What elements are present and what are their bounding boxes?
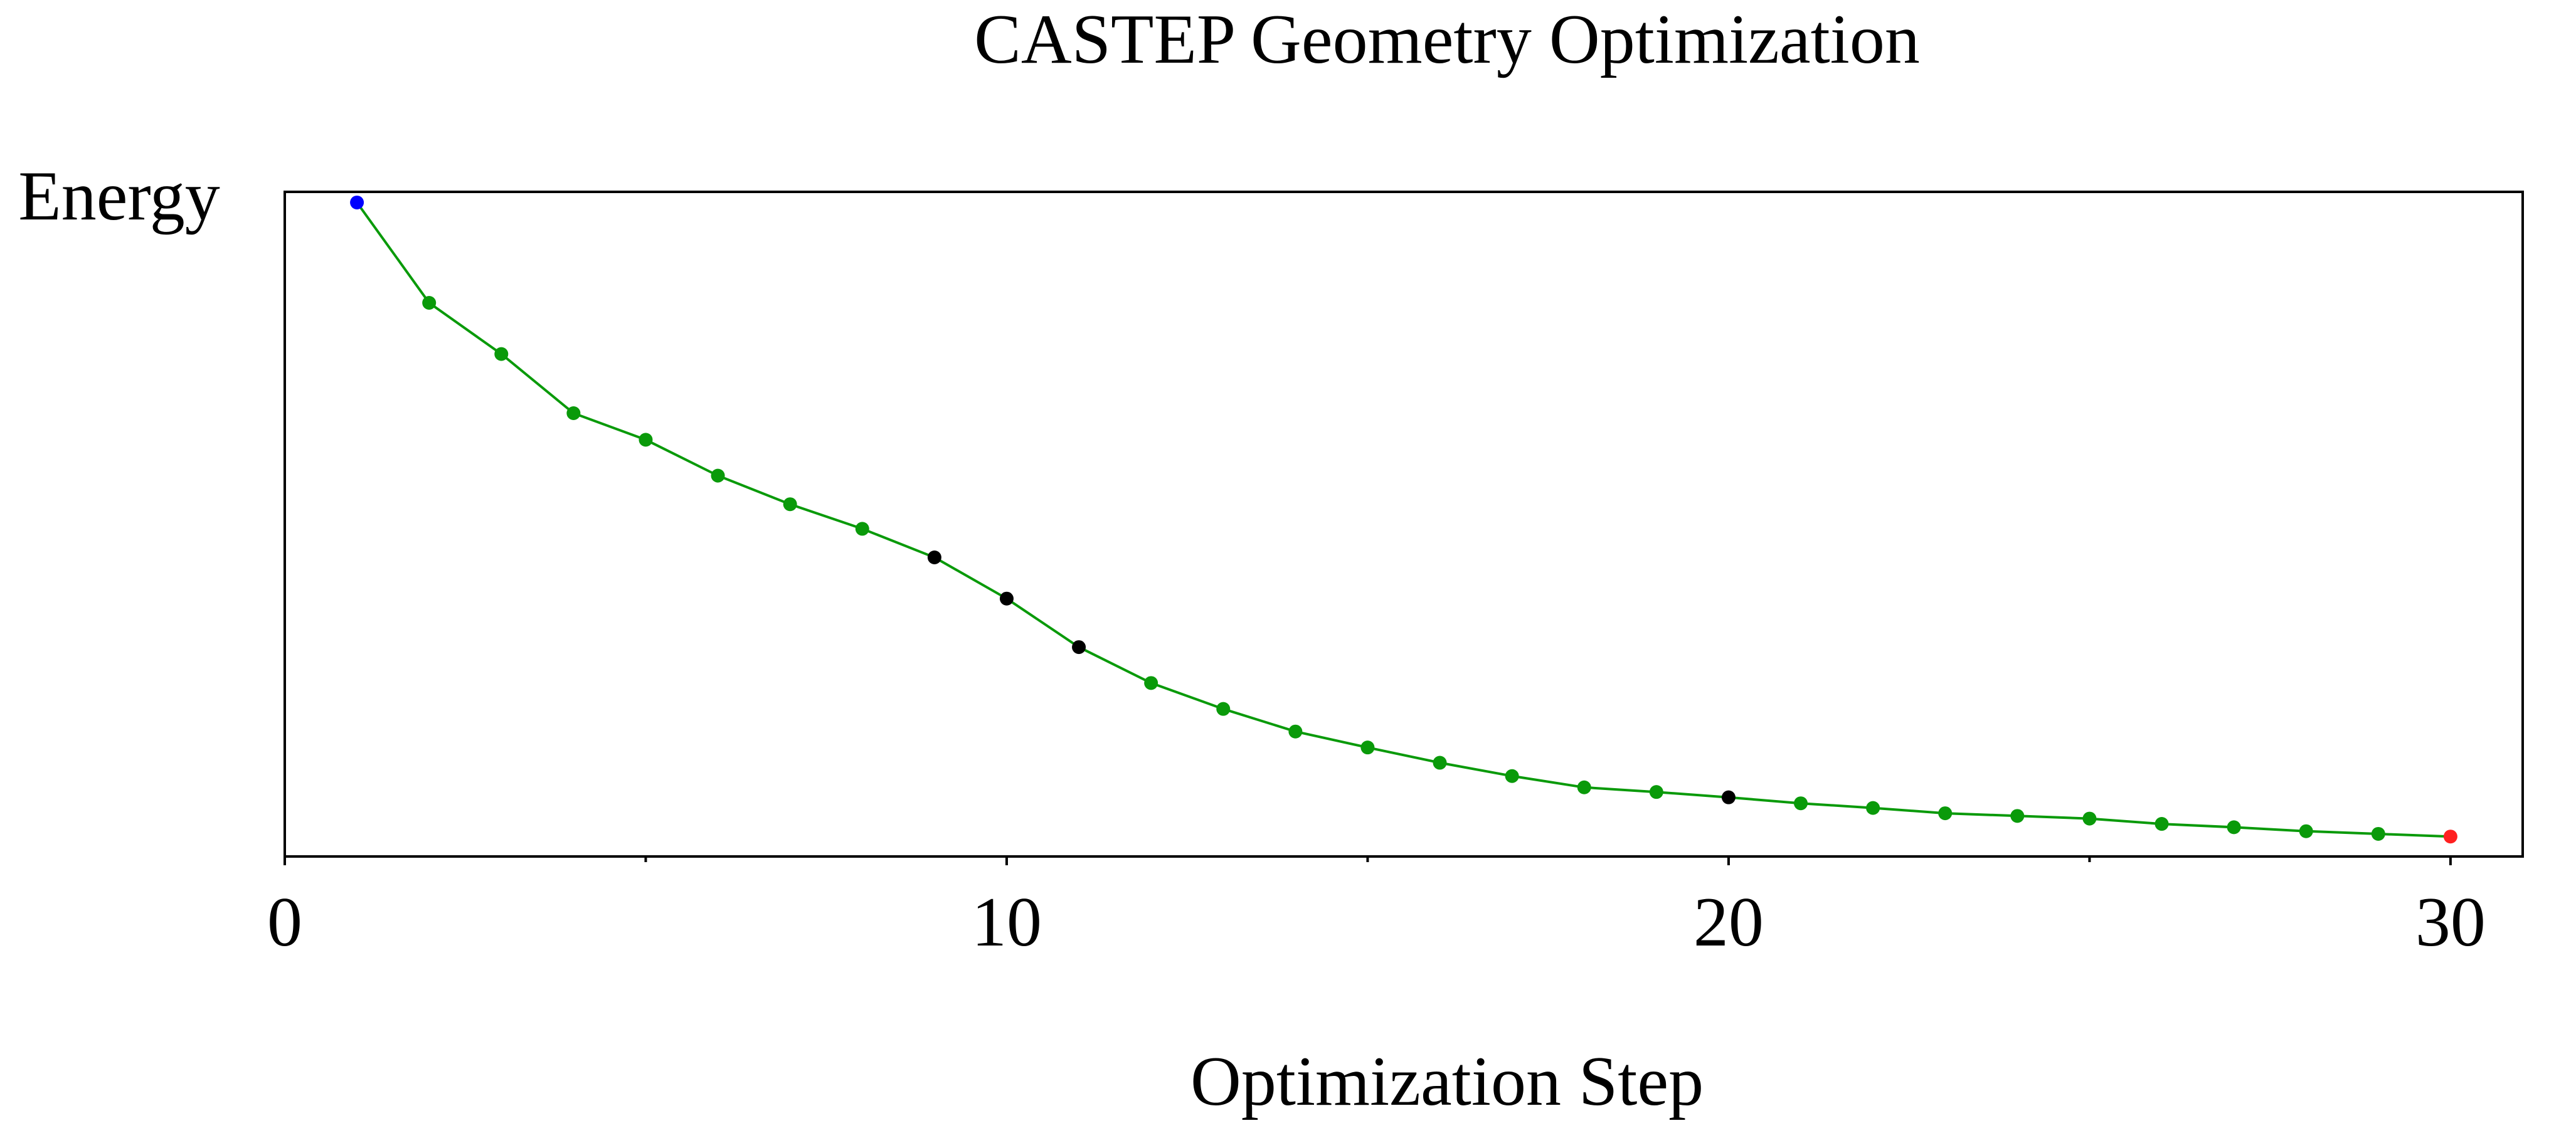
energy-data-points (350, 195, 2457, 844)
data-point (2227, 820, 2241, 835)
x-axis-label: Optimization Step (1190, 1043, 1704, 1120)
x-tick-label: 30 (2415, 883, 2486, 961)
data-point (1866, 801, 1880, 815)
data-point (2299, 824, 2313, 838)
data-point (1794, 796, 1808, 811)
x-tick-label: 10 (972, 883, 1042, 961)
data-point (2155, 817, 2169, 831)
data-point (1649, 785, 1663, 799)
data-point (1505, 769, 1519, 783)
data-point (1721, 790, 1736, 804)
x-axis-tick-labels: 0 10 20 30 (267, 883, 2486, 961)
data-point (1577, 780, 1591, 794)
data-point (999, 591, 1014, 606)
data-point (783, 497, 797, 512)
data-point (1360, 740, 1375, 755)
data-point (1144, 676, 1158, 690)
data-point (2371, 826, 2385, 841)
data-point (1938, 806, 1953, 821)
chart-title: CASTEP Geometry Optimization (974, 1, 1920, 78)
data-point (566, 406, 581, 420)
data-point (1072, 640, 1086, 655)
data-point (927, 551, 941, 564)
data-point (2082, 811, 2097, 826)
x-tick-label: 0 (267, 883, 302, 961)
x-axis-ticks (284, 856, 2452, 865)
y-axis-label: Energy (18, 157, 220, 235)
data-point (2010, 809, 2025, 823)
data-point (711, 468, 725, 483)
data-point (422, 296, 437, 310)
data-point (1288, 724, 1303, 739)
energy-series-line (356, 201, 2451, 838)
data-point (639, 433, 653, 447)
plot-frame (284, 191, 2524, 858)
data-point (2443, 830, 2457, 844)
x-tick-label: 20 (1693, 883, 1764, 961)
data-point (855, 522, 869, 536)
data-point (1216, 702, 1231, 716)
data-point (1433, 756, 1447, 770)
data-point (350, 195, 364, 209)
data-point (494, 347, 509, 361)
